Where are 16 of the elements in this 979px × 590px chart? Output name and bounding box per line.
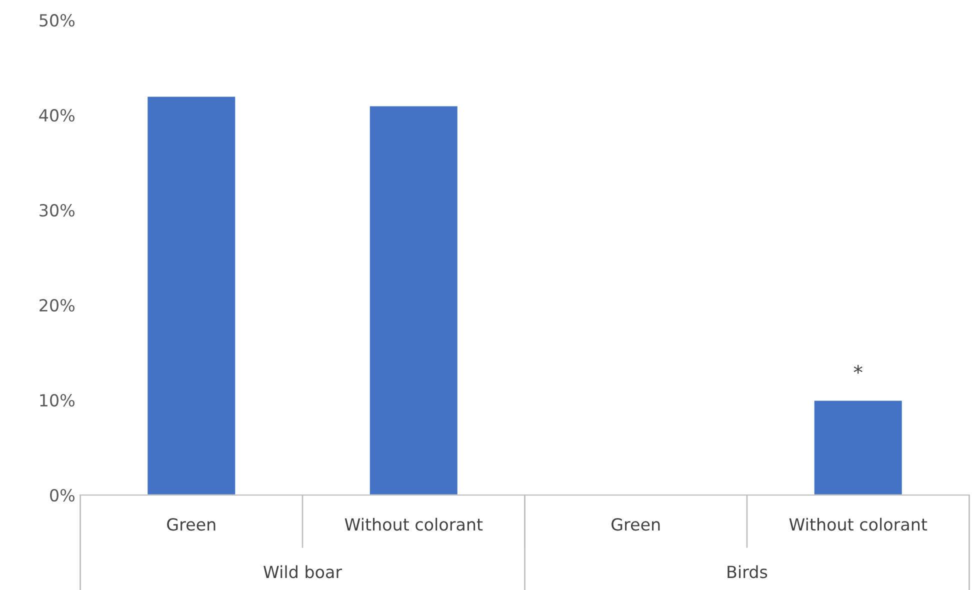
y-tick-label: 10% — [40, 394, 74, 407]
x-tick-label: Without colorant — [789, 518, 928, 531]
bar — [368, 104, 459, 496]
x-tick-label: Green — [167, 518, 216, 531]
bar — [812, 399, 904, 496]
y-tick-label: 50% — [40, 14, 74, 27]
bar — [146, 95, 237, 496]
data-label: * — [854, 364, 862, 374]
text: Birds — [728, 565, 768, 578]
y-tick-label: 0% — [50, 488, 74, 502]
text: Wild boar — [264, 565, 342, 578]
x-tick-label: Without colorant — [344, 518, 483, 531]
y-tick-label: 20% — [40, 298, 74, 312]
y-tick-label: 30% — [40, 204, 74, 217]
y-tick-label: 40% — [39, 109, 74, 122]
x-tick-label: Green — [612, 518, 660, 531]
